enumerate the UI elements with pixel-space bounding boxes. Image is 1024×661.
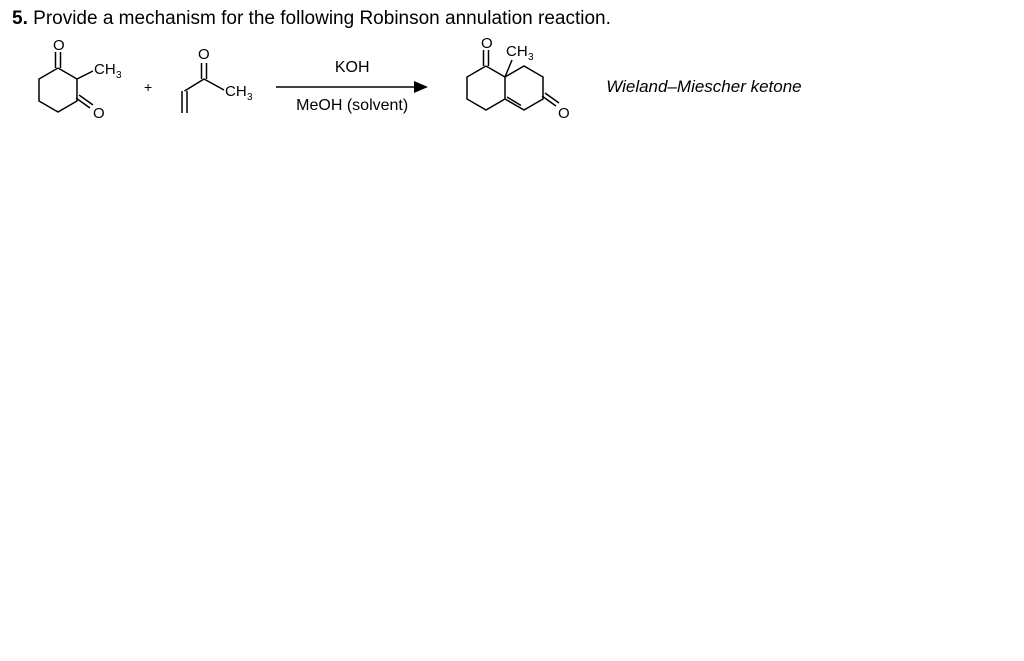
reaction-scheme: O CH 3 O + xyxy=(12,36,1012,137)
oxygen-label: O xyxy=(198,46,210,63)
methyl-label: CH xyxy=(506,43,528,60)
reaction-arrow xyxy=(272,78,432,96)
methyl-sub: 3 xyxy=(247,92,253,103)
oxygen-label: O xyxy=(53,38,65,54)
methyl-label: CH xyxy=(94,61,116,78)
reagent-top: KOH xyxy=(335,58,370,77)
plus-sign: + xyxy=(142,79,154,95)
oxygen-label: O xyxy=(93,105,105,122)
question-text: Provide a mechanism for the following Ro… xyxy=(33,8,611,29)
reactant-mvk: O CH 3 xyxy=(168,41,258,132)
oxygen-label: O xyxy=(558,105,570,122)
reagent-bottom: MeOH (solvent) xyxy=(296,96,408,115)
question-number: 5. xyxy=(12,8,28,29)
methyl-sub: 3 xyxy=(116,70,122,81)
question-line: 5. Provide a mechanism for the following… xyxy=(12,8,1012,30)
product-wm-ketone: O CH 3 O xyxy=(446,36,586,137)
product-name: Wieland–Miescher ketone xyxy=(600,77,801,97)
reaction-arrow-block: KOH MeOH (solvent) xyxy=(272,58,432,114)
methyl-sub: 3 xyxy=(528,52,534,63)
reactant-diketone: O CH 3 O xyxy=(18,38,128,135)
methyl-label: CH xyxy=(225,83,247,100)
oxygen-label: O xyxy=(481,36,493,52)
